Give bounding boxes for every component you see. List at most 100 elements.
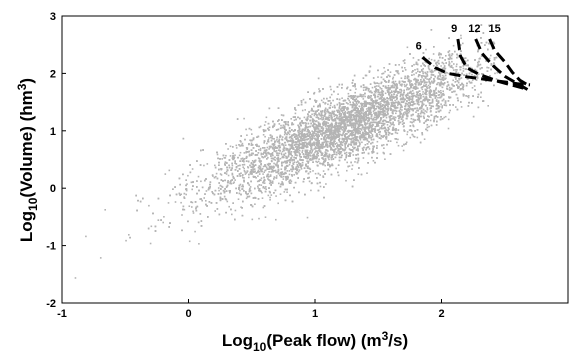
- scatter-point: [400, 89, 403, 92]
- scatter-point: [405, 112, 407, 115]
- scatter-point: [439, 72, 441, 75]
- scatter-point: [297, 166, 300, 169]
- scatter-point: [350, 115, 353, 117]
- scatter-point: [372, 94, 375, 96]
- scatter-point: [278, 123, 281, 125]
- scatter-point: [338, 141, 341, 143]
- scatter-point: [302, 98, 305, 101]
- scatter-point: [327, 103, 329, 106]
- scatter-point: [347, 108, 350, 110]
- scatter-point: [149, 242, 152, 245]
- scatter-point: [315, 160, 317, 163]
- scatter-point: [303, 116, 306, 119]
- scatter-point: [451, 60, 453, 63]
- scatter-point: [354, 91, 356, 94]
- scatter-point: [285, 149, 287, 151]
- scatter-point: [373, 90, 376, 93]
- scatter-point: [264, 135, 266, 138]
- scatter-point: [406, 133, 408, 136]
- scatter-point: [308, 143, 310, 146]
- scatter-point: [433, 120, 435, 123]
- scatter-point: [254, 203, 256, 205]
- scatter-point: [392, 76, 395, 79]
- scatter-point: [397, 138, 399, 141]
- scatter-point: [276, 141, 279, 143]
- scatter-point: [469, 66, 472, 69]
- scatter-point: [394, 99, 396, 102]
- scatter-point: [340, 122, 342, 124]
- scatter-point: [321, 114, 324, 117]
- scatter-point: [346, 86, 349, 89]
- scatter-point: [221, 158, 223, 160]
- scatter-point: [437, 100, 440, 102]
- scatter-point: [249, 189, 252, 192]
- scatter-point: [313, 105, 315, 108]
- scatter-point: [396, 141, 398, 144]
- scatter-point: [291, 159, 293, 162]
- scatter-point: [447, 118, 450, 121]
- scatter-point: [339, 148, 341, 150]
- scatter-point: [356, 103, 358, 106]
- scatter-point: [299, 139, 301, 141]
- scatter-point: [432, 53, 435, 55]
- scatter-point: [446, 72, 448, 74]
- scatter-point: [425, 111, 428, 113]
- scatter-point: [455, 106, 457, 108]
- scatter-point: [388, 90, 390, 92]
- scatter-point: [305, 122, 307, 125]
- scatter-point: [406, 103, 409, 105]
- scatter-point: [260, 184, 263, 186]
- scatter-point: [258, 168, 261, 170]
- scatter-point: [311, 130, 313, 132]
- scatter-point: [391, 99, 393, 102]
- scatter-point: [409, 102, 411, 105]
- scatter-point: [359, 132, 362, 135]
- scatter-point: [351, 109, 354, 112]
- scatter-point: [405, 85, 407, 87]
- scatter-point: [313, 114, 316, 117]
- scatter-point: [327, 122, 330, 124]
- scatter-point: [243, 177, 245, 179]
- scatter-point: [384, 98, 387, 101]
- scatter-point: [259, 166, 262, 168]
- scatter-point: [249, 139, 251, 141]
- scatter-point: [194, 230, 196, 233]
- scatter-point: [287, 132, 290, 134]
- scatter-point: [307, 118, 309, 120]
- scatter-point: [440, 81, 442, 83]
- scatter-point: [325, 183, 327, 185]
- scatter-point: [382, 90, 385, 93]
- scatter-point: [378, 131, 380, 133]
- scatter-point: [412, 124, 414, 126]
- scatter-point: [235, 147, 238, 149]
- scatter-point: [412, 108, 414, 110]
- scatter-point: [243, 158, 246, 160]
- scatter-point: [359, 118, 362, 120]
- scatter-point: [288, 180, 290, 183]
- scatter-point: [295, 134, 298, 136]
- scatter-point: [359, 130, 362, 133]
- scatter-point: [362, 86, 365, 89]
- scatter-point: [376, 140, 379, 143]
- scatter-point: [322, 158, 324, 160]
- scatter-point: [425, 119, 427, 122]
- scatter-point: [410, 80, 412, 82]
- scatter-point: [274, 159, 277, 161]
- scatter-point: [329, 104, 332, 107]
- scatter-point: [354, 161, 356, 163]
- scatter-point: [463, 57, 465, 60]
- scatter-point: [281, 150, 284, 153]
- scatter-point: [247, 166, 249, 168]
- scatter-point: [380, 88, 383, 90]
- scatter-point: [321, 147, 323, 150]
- scatter-point: [315, 124, 318, 126]
- scatter-point: [462, 67, 465, 70]
- scatter-point: [447, 84, 450, 86]
- scatter-point: [268, 190, 271, 193]
- scatter-point: [295, 109, 297, 111]
- scatter-point: [404, 111, 406, 113]
- scatter-point: [361, 110, 363, 112]
- scatter-point: [450, 54, 453, 57]
- scatter-point: [448, 61, 450, 63]
- scatter-point: [448, 86, 451, 89]
